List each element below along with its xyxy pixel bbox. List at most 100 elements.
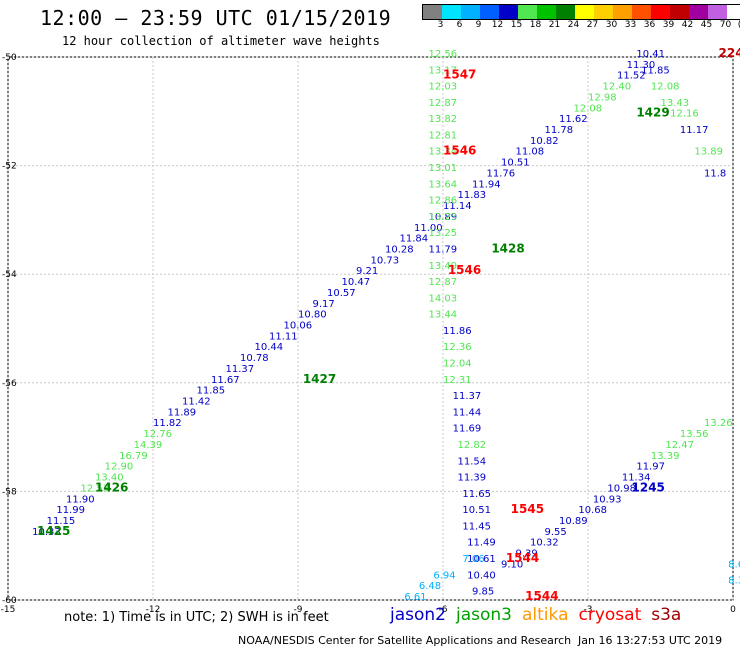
pass-number-label: 1544 [525, 589, 558, 603]
wave-height-point: 10.73 [371, 255, 400, 266]
scale-swatch [537, 5, 556, 19]
wave-height-point: 11.30 [627, 60, 656, 71]
wave-height-point: 11.79 [429, 244, 458, 255]
scale-label: 45 [700, 20, 713, 30]
wave-height-point: 11.85 [641, 65, 670, 76]
wave-height-point: 11.94 [472, 179, 501, 190]
scale-swatch [499, 5, 518, 19]
wave-height-point: 6.48 [419, 581, 441, 592]
wave-height-point: 12.86 [429, 196, 458, 207]
scale-swatch [423, 5, 442, 19]
scale-label: 27 [586, 20, 599, 30]
wave-height-point: 11.00 [414, 223, 443, 234]
scale-swatch [575, 5, 594, 19]
wave-height-point: 11.11 [269, 331, 298, 342]
note-text: note: 1) Time is in UTC; 2) SWH is in fe… [64, 610, 329, 625]
wave-height-point: 11.99 [56, 505, 85, 516]
color-scale-bar [422, 4, 740, 20]
wave-height-point: 9.21 [356, 266, 378, 277]
x-tick-label: 0 [730, 605, 736, 615]
scale-label: (ft) [735, 20, 740, 30]
wave-height-point: 11.14 [443, 201, 472, 212]
scale-swatch [594, 5, 613, 19]
scale-label: 42 [681, 20, 694, 30]
wave-height-point: 8.6 [728, 559, 740, 570]
wave-height-point: 13.34 [429, 147, 458, 158]
pass-number-label: 2246 [719, 46, 740, 60]
wave-height-point: 12.82 [458, 440, 487, 451]
wave-height-point: 9.39 [516, 549, 538, 560]
legend-item-s3a: s3a [651, 605, 682, 625]
y-tick-label: -50 [2, 53, 17, 63]
scale-swatch [461, 5, 480, 19]
scale-swatch [480, 5, 499, 19]
scale-swatch [613, 5, 632, 19]
wave-height-point: 10.51 [501, 158, 530, 169]
wave-height-point: 11.17 [680, 125, 709, 136]
scale-label: 9 [475, 20, 482, 30]
y-tick-label: -58 [2, 487, 17, 497]
scale-swatch [670, 5, 689, 19]
wave-height-point: 11.84 [400, 234, 429, 245]
wave-height-point: 12.98 [588, 92, 617, 103]
scale-swatch [708, 5, 727, 19]
wave-height-point: 16.79 [119, 451, 148, 462]
wave-height-point: 13.25 [429, 228, 458, 239]
wave-height-point: 12.04 [443, 359, 472, 370]
wave-height-point: 11.89 [168, 407, 197, 418]
wave-height-point: 11.34 [622, 473, 651, 484]
scale-swatch [518, 5, 537, 19]
y-tick-label: -56 [2, 379, 17, 389]
wave-height-point: 11.39 [458, 473, 487, 484]
wave-height-point: 11.83 [458, 190, 487, 201]
wave-height-point: 13.44 [429, 310, 458, 321]
wave-height-point: 11.65 [462, 489, 491, 500]
scale-swatch [651, 5, 670, 19]
x-tick-label: -3 [584, 605, 593, 615]
wave-height-point: 11.82 [153, 418, 182, 429]
x-tick-label: -9 [294, 605, 303, 615]
scale-swatch [442, 5, 461, 19]
wave-height-point: 12.87 [429, 277, 458, 288]
wave-height-point: 13.39 [651, 451, 680, 462]
y-tick-label: -52 [2, 162, 17, 172]
y-tick-label: -54 [2, 270, 17, 280]
chart-subtitle: 12 hour collection of altimeter wave hei… [62, 34, 380, 48]
wave-height-point: 14.03 [429, 293, 458, 304]
wave-height-point: 11.62 [559, 114, 588, 125]
wave-height-point: 11.54 [458, 456, 487, 467]
wave-height-point: 10.28 [385, 244, 414, 255]
wave-height-point: 12.81 [429, 130, 458, 141]
wave-height-point: 12.76 [143, 429, 172, 440]
wave-height-point: 14.39 [134, 440, 163, 451]
scale-label: 30 [605, 20, 618, 30]
scale-label: 70 [719, 20, 732, 30]
plot-frame [7, 56, 734, 601]
pass-number-label: 1429 [636, 106, 669, 120]
scale-label: 12 [491, 20, 504, 30]
pass-number-label: 1425 [37, 524, 70, 538]
scale-swatch [689, 5, 708, 19]
wave-height-point: 13.43 [661, 98, 690, 109]
scale-swatch [727, 5, 740, 19]
footer-credit: NOAA/NESDIS Center for Satellite Applica… [238, 634, 572, 647]
wave-height-point: 11.42 [182, 397, 211, 408]
wave-height-point: 10.78 [240, 353, 269, 364]
wave-height-point: 12.31 [443, 375, 472, 386]
wave-height-point: 10.51 [462, 505, 491, 516]
wave-height-point: 13.56 [680, 429, 709, 440]
pass-number-label: 1545 [511, 502, 544, 516]
wave-height-point: 10.89 [429, 212, 458, 223]
wave-height-point: 11.8 [704, 168, 726, 179]
legend-item-jason3: jason3 [456, 605, 512, 625]
wave-height-point: 8.39 [728, 576, 740, 587]
wave-height-point: 10.33 [32, 527, 61, 538]
scale-label: 3 [437, 20, 444, 30]
pass-number-label: 1427 [303, 372, 336, 386]
satellite-legend: jason2 jason3 altika cryosat s3a [390, 605, 691, 625]
wave-height-point: 13.89 [694, 147, 723, 158]
wave-height-point: 11.85 [197, 386, 226, 397]
footer-timestamp: Jan 16 13:27:53 UTC 2019 [578, 634, 723, 647]
wave-height-point: 13.64 [429, 179, 458, 190]
